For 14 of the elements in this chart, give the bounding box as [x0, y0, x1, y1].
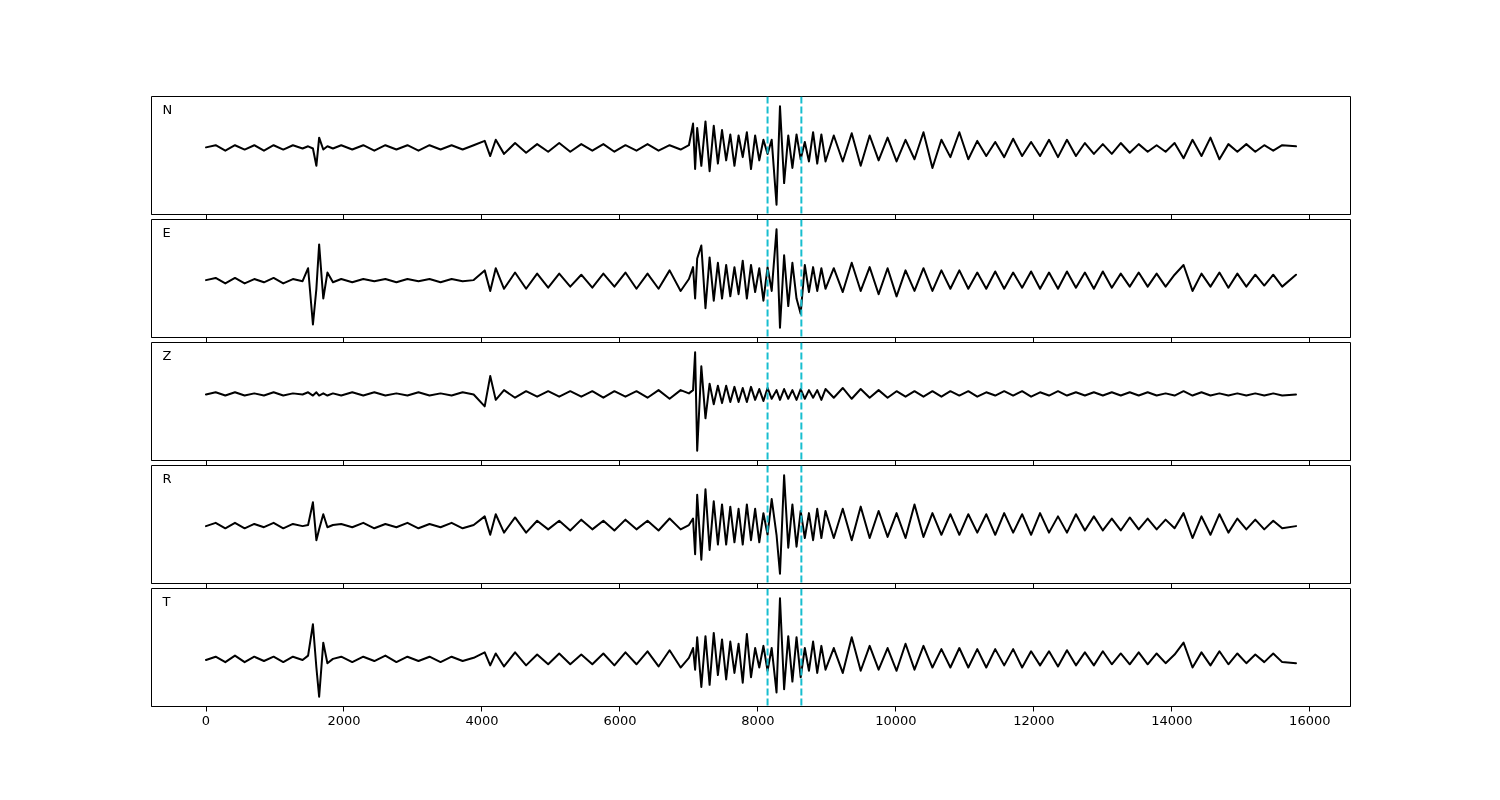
x-tick-label: 10000: [875, 712, 917, 728]
x-tick-label: 8000: [741, 712, 775, 728]
chart-title: T: [161, 593, 171, 609]
x-tick-label: 4000: [465, 712, 499, 728]
chart-title: Z: [162, 347, 172, 363]
x-tick-label: 14000: [1151, 712, 1193, 728]
x-tick-label: 16000: [1289, 712, 1331, 728]
chart-title: R: [162, 470, 172, 486]
x-tick-label: 6000: [603, 712, 637, 728]
x-tick-label: 12000: [1013, 712, 1055, 728]
chart-title: E: [162, 224, 171, 240]
chart-title: N: [162, 101, 173, 117]
x-tick-label: 0: [201, 712, 211, 728]
x-tick-label: 2000: [327, 712, 361, 728]
